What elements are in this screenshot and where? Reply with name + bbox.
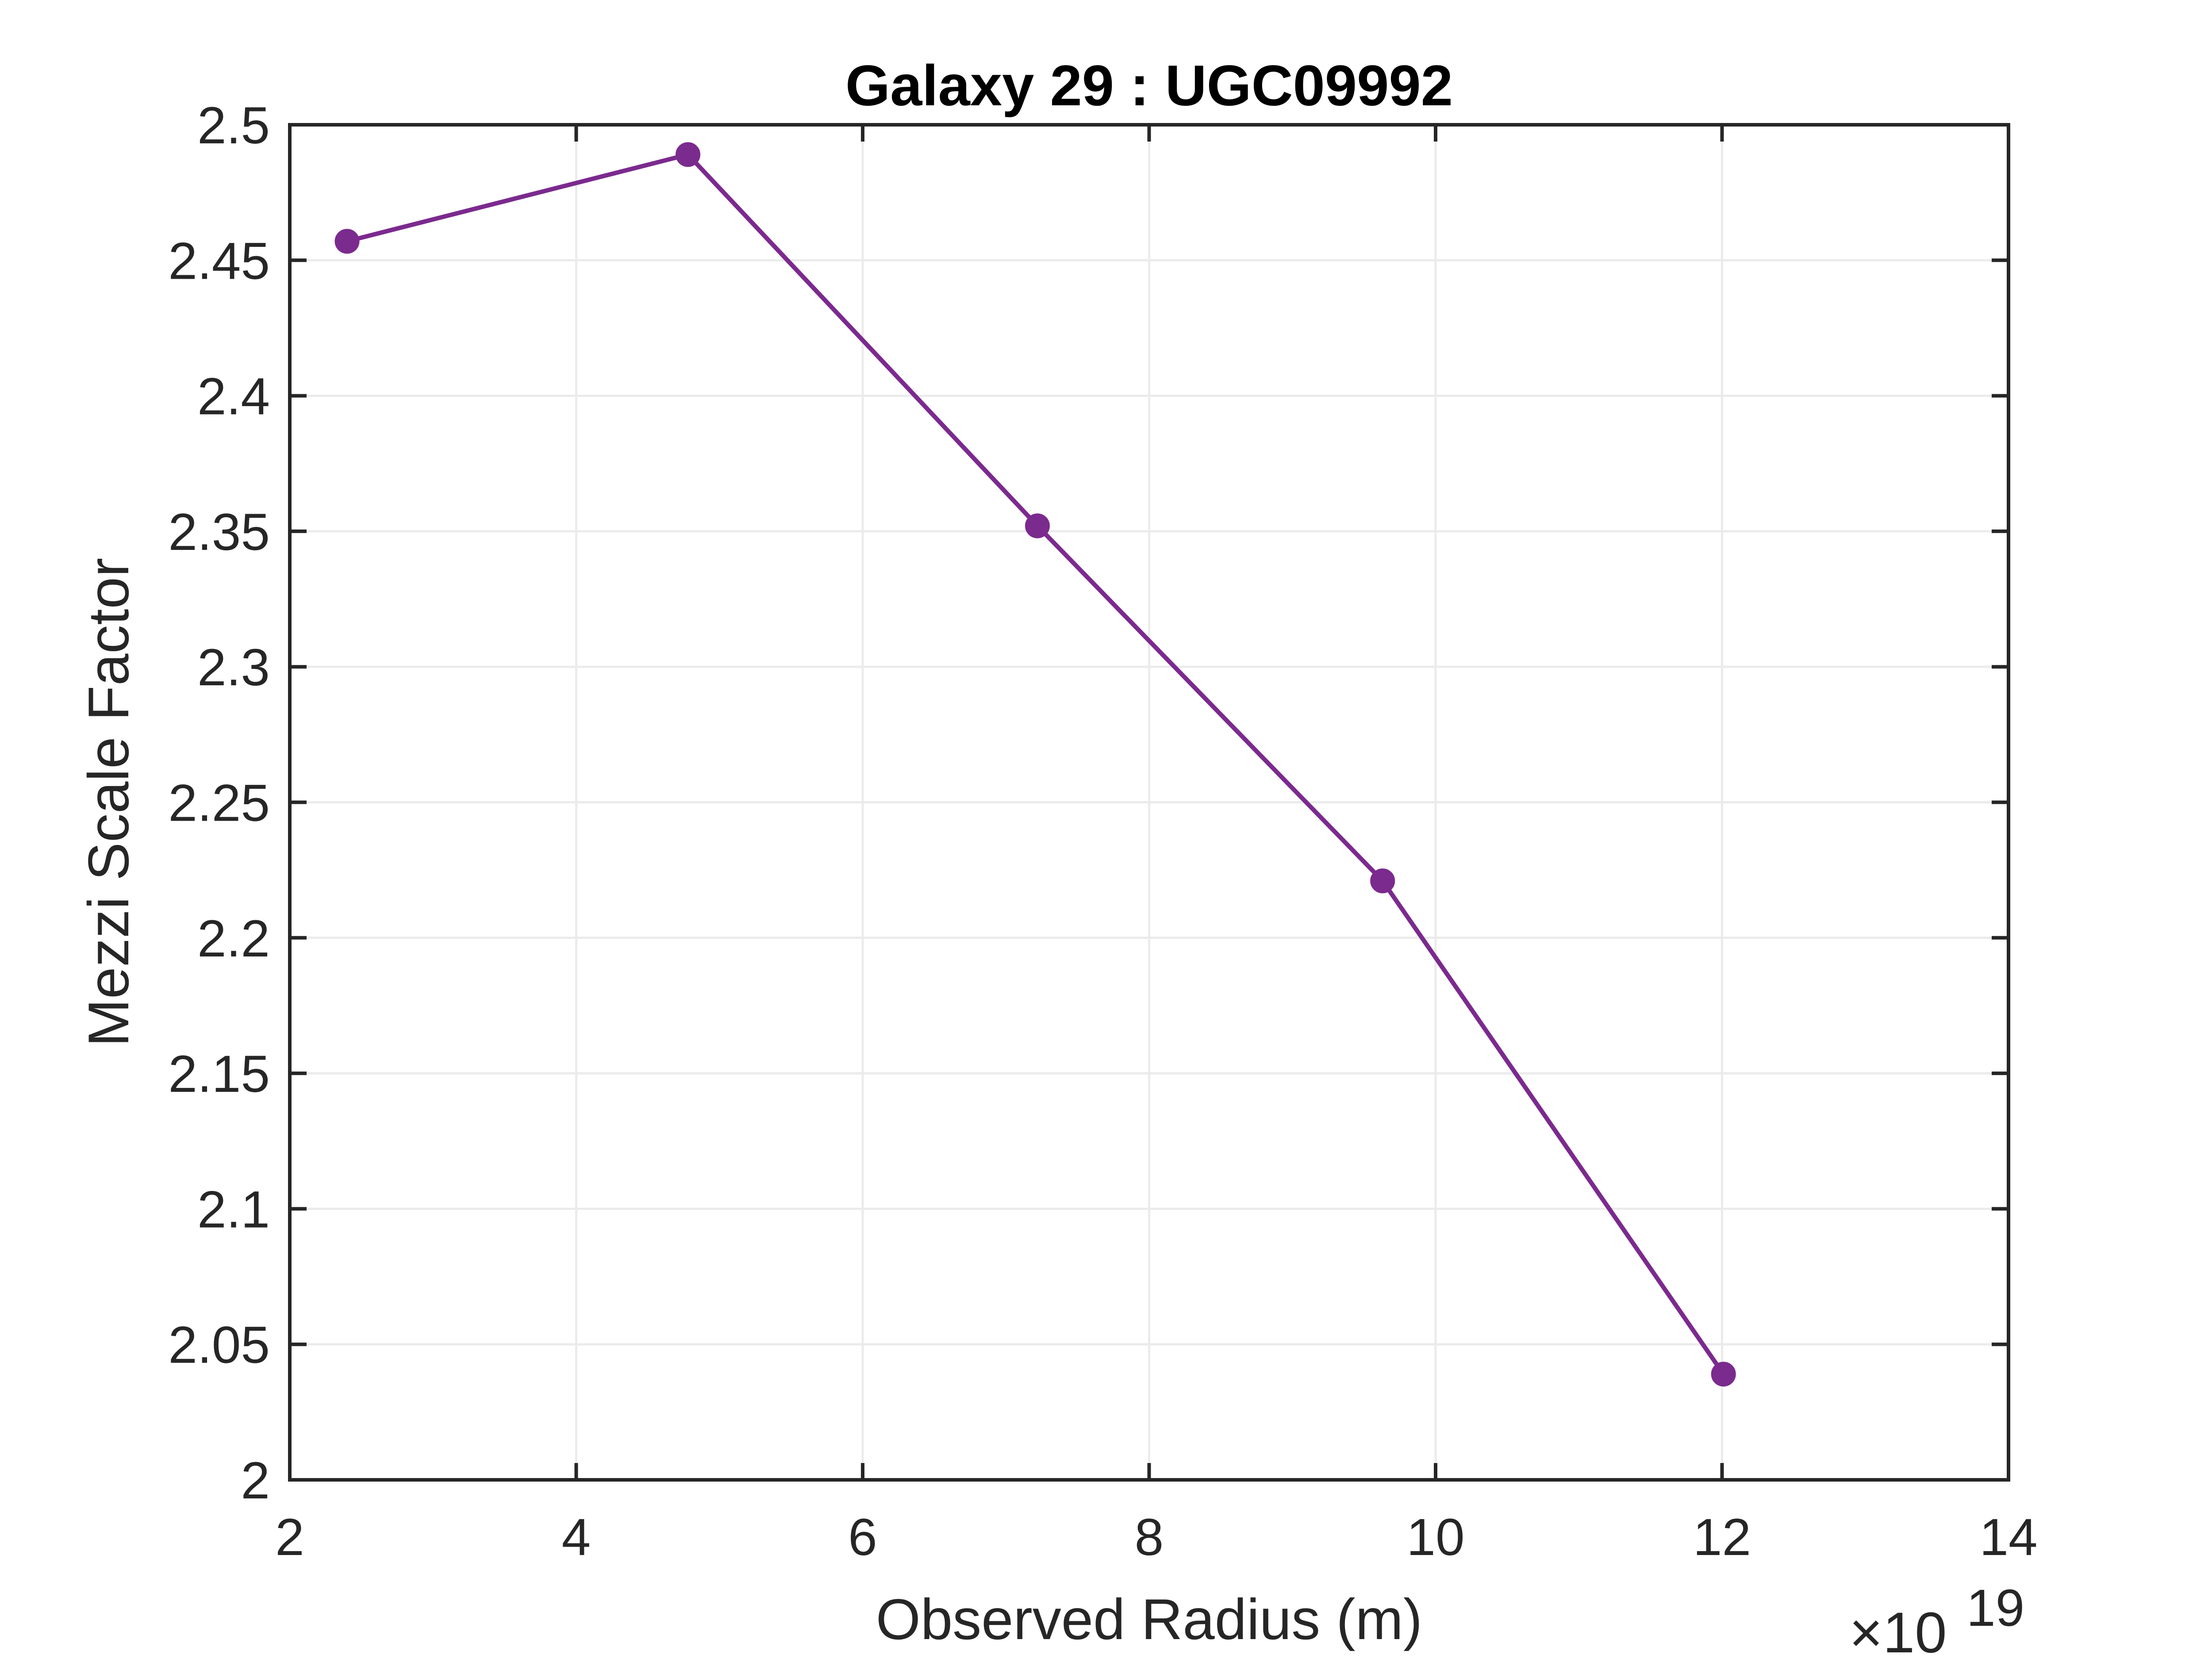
tick-labels: 2 4 6 8 10 12 14 2 2.05 2.1 2.15 2.2 2.25 2.3 2.35 2.4 2… (168, 96, 2037, 1567)
y-tick-label: 2.1 (197, 1180, 270, 1239)
y-tick-label: 2.45 (168, 232, 270, 290)
x-axis-label: Observed Radius (m) (876, 1587, 1422, 1651)
x-tick-label: 2 (275, 1508, 304, 1567)
data-point (1711, 1362, 1736, 1387)
y-tick-label: 2.5 (197, 96, 270, 155)
x-tick-label: 6 (848, 1508, 877, 1567)
y-tick-label: 2.25 (168, 774, 270, 833)
data-point (1025, 513, 1050, 538)
y-tick-label: 2.05 (168, 1316, 270, 1375)
x-tick-label: 10 (1406, 1508, 1464, 1567)
y-axis-label: Mezzi Scale Factor (76, 558, 141, 1047)
data-point (1370, 868, 1395, 894)
x-tick-label: 12 (1693, 1508, 1751, 1567)
x-exponent-base: ×10 (1849, 1600, 1947, 1659)
y-tick-label: 2.4 (197, 368, 270, 426)
tick-marks (288, 123, 2010, 1482)
y-tick-label: 2.2 (197, 910, 270, 968)
series-layer (334, 142, 1736, 1387)
x-exponent-label: ×10 19 (1849, 1579, 2024, 1659)
y-tick-label: 2.35 (168, 503, 270, 561)
grid (290, 125, 2008, 1480)
x-exponent-power: 19 (1966, 1579, 2024, 1637)
data-point (676, 142, 701, 167)
x-tick-label: 14 (1979, 1508, 2037, 1567)
x-tick-label: 8 (1135, 1508, 1164, 1567)
y-tick-label: 2.3 (197, 638, 270, 697)
data-point (334, 229, 360, 254)
chart-title: Galaxy 29 : UGC09992 (845, 53, 1453, 118)
y-tick-label: 2 (241, 1452, 270, 1510)
y-tick-label: 2.15 (168, 1045, 270, 1103)
x-tick-label: 4 (562, 1508, 591, 1567)
